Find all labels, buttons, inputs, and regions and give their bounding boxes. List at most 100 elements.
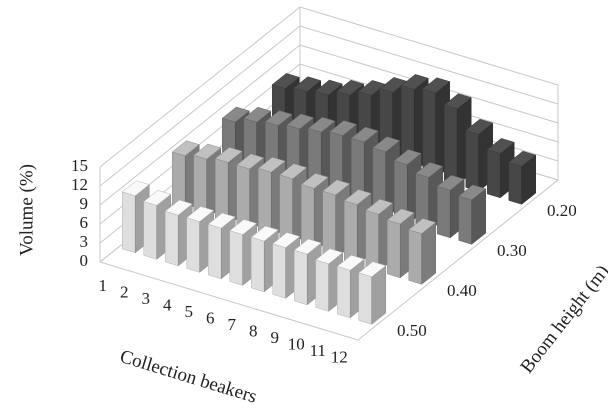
bar-top <box>171 140 200 157</box>
bar-top <box>336 254 365 271</box>
bar-front <box>437 186 451 239</box>
bar-top <box>121 180 150 197</box>
bar-front <box>508 162 522 205</box>
bar-top <box>486 138 515 154</box>
bar-top <box>250 225 279 242</box>
bar-top <box>143 190 172 206</box>
x-tick-label: 8 <box>249 322 258 341</box>
bar <box>408 218 437 285</box>
bar-top <box>372 136 401 153</box>
x-tick-label: 7 <box>228 315 237 334</box>
x-tick-label: 10 <box>288 335 305 354</box>
y-axis-label: Boom height (m) <box>517 261 608 377</box>
z-axis-label: Volume (%) <box>16 164 37 256</box>
bar-front <box>165 210 179 267</box>
x-tick-label: 2 <box>120 283 129 302</box>
bar-front <box>344 200 358 266</box>
bar-top <box>358 261 387 278</box>
x-tick-label: 1 <box>99 276 108 295</box>
bar-top <box>214 147 243 163</box>
x-tick-label: 6 <box>206 309 215 328</box>
bar-top <box>343 189 372 205</box>
bar-top <box>229 219 258 235</box>
bar-front <box>337 266 351 319</box>
bar-front <box>458 195 472 245</box>
bar-top <box>186 206 215 222</box>
bar-top <box>236 153 265 170</box>
bar-front <box>465 130 479 192</box>
bar <box>272 232 301 299</box>
bar-top <box>314 79 343 96</box>
x-tick-label: 12 <box>331 348 348 367</box>
grid-line <box>99 6 559 168</box>
z-tick-label: 9 <box>80 194 89 213</box>
bar-top <box>257 156 286 173</box>
bar-front <box>186 217 200 273</box>
y-tick-label: 0.40 <box>447 281 477 300</box>
bar-top <box>386 208 415 225</box>
bar-top <box>164 199 193 216</box>
bar-top <box>365 198 394 215</box>
z-tick-label: 15 <box>71 156 88 175</box>
bar-top <box>322 179 351 196</box>
bar-front <box>294 249 308 306</box>
bar-top <box>279 163 308 180</box>
bar-top <box>443 93 472 110</box>
bar-front <box>143 201 157 260</box>
bar <box>229 219 258 286</box>
bar-front <box>408 229 422 285</box>
bar-top <box>272 232 301 248</box>
grid-line <box>99 44 559 206</box>
x-tick-label: 4 <box>163 296 172 315</box>
bar-top <box>293 238 322 255</box>
grid-line <box>99 25 559 187</box>
x-tick-label: 3 <box>142 289 151 308</box>
z-tick-label: 6 <box>80 213 89 232</box>
grid-line <box>99 63 559 225</box>
x-tick-label: 9 <box>271 328 280 347</box>
bar-front <box>444 104 458 186</box>
bar-front <box>122 191 136 254</box>
z-tick-label: 12 <box>71 175 88 194</box>
bar-top <box>508 150 537 167</box>
z-tick-label: 3 <box>80 232 89 251</box>
bar-top <box>465 118 494 135</box>
bar <box>358 261 387 325</box>
bar-top <box>300 173 329 189</box>
bar-top <box>315 248 344 265</box>
bar-top <box>393 149 422 165</box>
wall-edge <box>99 85 559 341</box>
bar <box>458 184 487 245</box>
bar-top <box>422 77 451 94</box>
bar-top <box>400 74 429 90</box>
y-tick-label: 0.50 <box>397 321 427 340</box>
bar-top <box>264 110 293 126</box>
bar-top <box>415 162 444 178</box>
bar-front <box>315 259 329 312</box>
bar-top <box>436 174 465 191</box>
bar-top <box>458 184 487 201</box>
bar-top <box>307 116 336 133</box>
bar-front <box>229 230 243 286</box>
bar-top <box>336 79 365 96</box>
bar <box>508 150 537 205</box>
bar-top <box>207 212 236 229</box>
x-tick-label: 5 <box>185 302 194 321</box>
y-tick-label: 0.30 <box>497 241 527 260</box>
y-tick-label: 0.20 <box>547 201 577 220</box>
bar-front <box>251 236 265 293</box>
bar-top <box>193 143 222 160</box>
bar-top <box>221 106 250 123</box>
x-tick-label: 11 <box>310 341 326 360</box>
bar-front <box>387 219 401 279</box>
bar-top <box>286 113 315 130</box>
x-axis-label: Collection beakers <box>117 346 259 407</box>
bar-front <box>208 223 222 280</box>
bar-top <box>293 76 322 93</box>
bar-top <box>243 106 272 123</box>
bar-top <box>408 218 437 234</box>
bar-top <box>271 73 300 89</box>
bar-front <box>487 149 501 199</box>
bar-top <box>350 126 379 143</box>
bar <box>393 149 422 226</box>
